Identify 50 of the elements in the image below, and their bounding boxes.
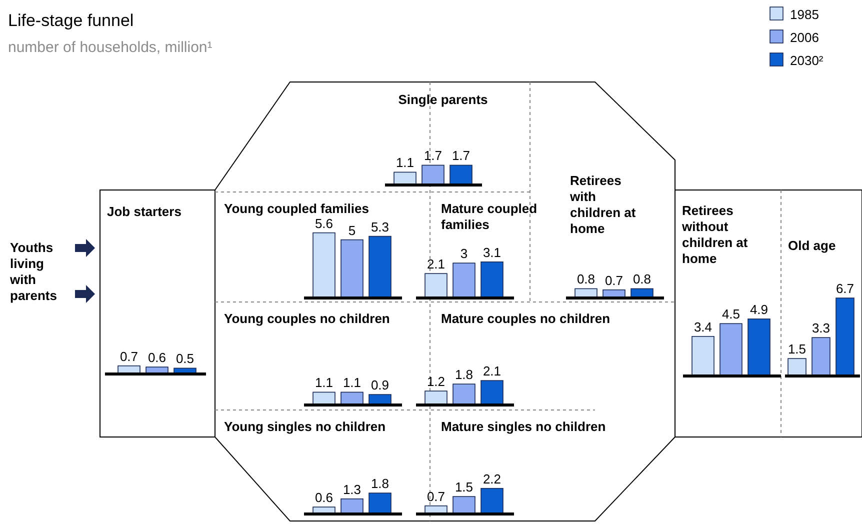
- chart-title: Young coupled families: [224, 201, 369, 216]
- data-label: 1.1: [314, 375, 334, 390]
- data-label: 1.5: [788, 342, 806, 357]
- data-label: 4.9: [750, 302, 768, 317]
- data-label: 3.4: [694, 319, 712, 334]
- legend-label: 2030²: [790, 53, 824, 68]
- data-label: 1.7: [424, 148, 442, 164]
- chart-title: Retirees with children at home: [569, 173, 636, 236]
- data-label: 2.1: [426, 256, 446, 272]
- data-label: 5.6: [314, 216, 334, 231]
- data-label: 0.7: [604, 272, 624, 288]
- chart-title: Young singles no children: [224, 419, 386, 434]
- data-label: 6.7: [836, 281, 854, 296]
- data-label: 5: [348, 222, 356, 238]
- data-label: 1.1: [396, 155, 414, 170]
- data-label: 1.8: [454, 367, 474, 382]
- data-label: 0.7: [120, 348, 138, 364]
- data-label: 3.1: [482, 244, 502, 260]
- chart-title: Job starters: [107, 204, 182, 219]
- data-label: 0.8: [576, 272, 596, 287]
- data-label: 3.3: [812, 320, 830, 336]
- text: Life-stage funnel: [8, 11, 134, 30]
- data-label: 1.7: [452, 148, 470, 164]
- chart-title: Single parents: [398, 92, 488, 107]
- data-label: 1.3: [342, 482, 362, 497]
- data-label: 5.3: [370, 219, 390, 234]
- data-label: 3: [460, 246, 468, 262]
- chart-title: Mature coupled families: [441, 201, 538, 232]
- chart-title: Retirees without children at home: [681, 203, 748, 266]
- text: Youths living with parents: [9, 240, 57, 303]
- data-label: 2.1: [482, 364, 502, 379]
- data-label: 1.1: [342, 375, 362, 390]
- data-label: 0.8: [632, 272, 652, 287]
- legend-label: 1985: [790, 7, 819, 22]
- data-label: 0.9: [370, 378, 390, 393]
- text: number of households, million¹: [8, 39, 212, 56]
- data-label: 4.5: [722, 306, 740, 322]
- chart-title: Mature couples no children: [441, 311, 610, 326]
- data-label: 1.8: [370, 476, 390, 492]
- data-label: 1.5: [454, 480, 474, 495]
- data-label: 0.5: [176, 351, 194, 366]
- data-label: 0.7: [426, 488, 446, 504]
- data-label: 0.6: [314, 490, 334, 506]
- data-label: 0.6: [148, 350, 166, 366]
- chart-title: Mature singles no children: [441, 419, 606, 434]
- data-label: 1.2: [426, 374, 446, 390]
- chart-title: Young couples no children: [224, 311, 390, 326]
- data-label: 2.2: [482, 471, 502, 486]
- chart-title: Old age: [788, 238, 836, 253]
- legend-label: 2006: [790, 30, 819, 45]
